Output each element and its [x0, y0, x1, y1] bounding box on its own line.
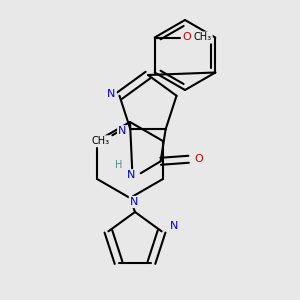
Text: N: N	[130, 197, 138, 207]
Text: N: N	[107, 89, 116, 99]
Text: N: N	[169, 221, 178, 231]
Text: H: H	[115, 160, 122, 170]
Text: N: N	[126, 170, 135, 180]
Text: O: O	[182, 32, 191, 43]
Text: CH₃: CH₃	[194, 32, 212, 43]
Text: CH₃: CH₃	[91, 136, 110, 146]
Text: O: O	[194, 154, 203, 164]
Text: N: N	[118, 126, 127, 136]
